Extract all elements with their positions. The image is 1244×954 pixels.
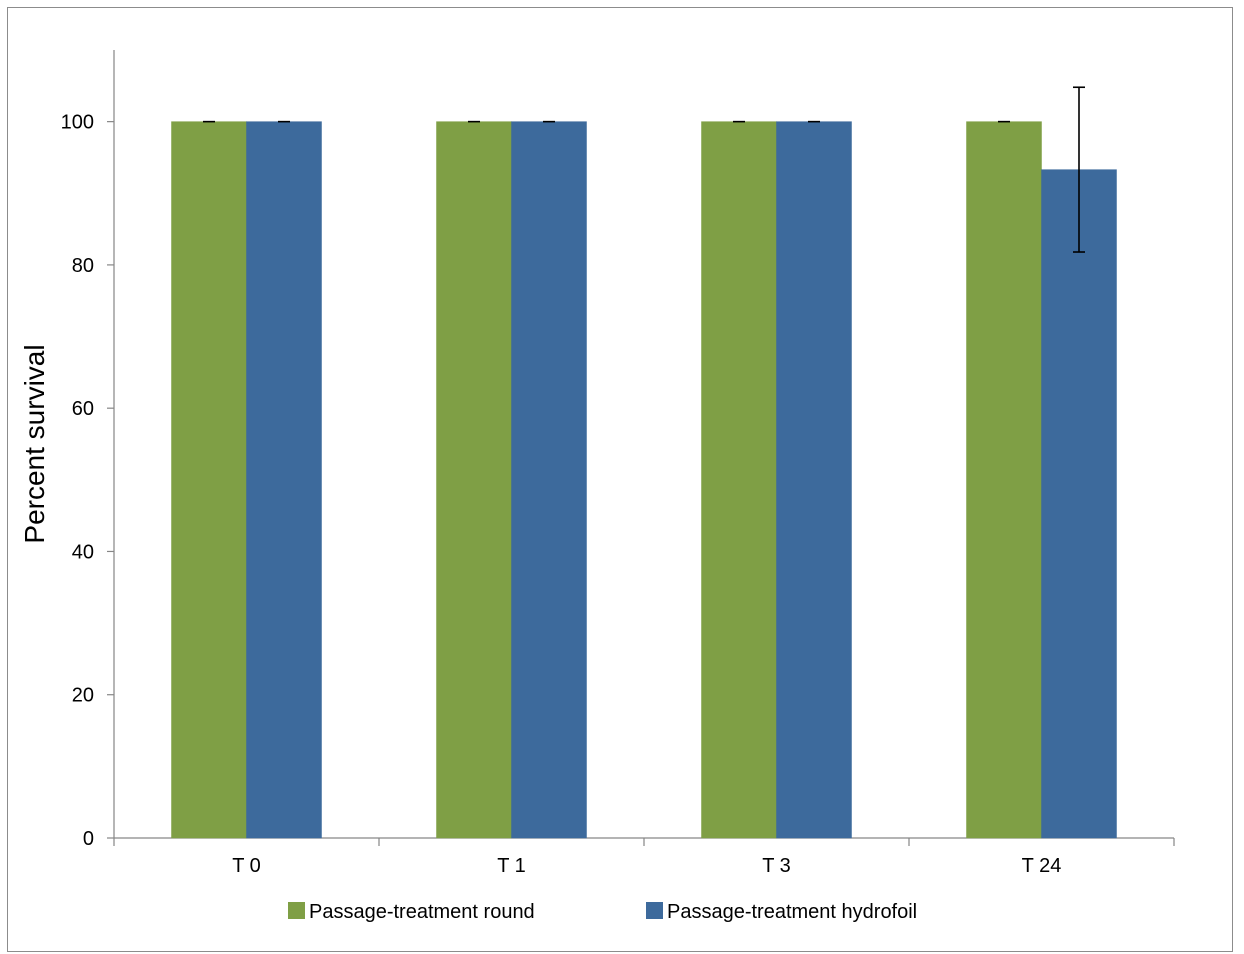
legend: Passage-treatment round Passage-treatment… [288, 901, 917, 923]
error-bars [203, 86, 1085, 253]
legend-label-hydrofoil: Passage-treatment hydrofoil [667, 901, 917, 923]
legend-swatch-round [288, 902, 305, 919]
legend-label-round: Passage-treatment round [309, 901, 535, 923]
x-axis: T 0 T 1 T 3 T 24 [113, 837, 1175, 877]
bars [171, 121, 1117, 839]
y-tick-label: 40 [72, 541, 94, 563]
x-tick-label: T 24 [1022, 855, 1062, 877]
y-tick-label: 20 [72, 685, 94, 707]
y-axis-title: Percent survival [19, 344, 50, 543]
bar-hydrofoil-1 [511, 121, 587, 839]
y-axis: 0 20 40 60 80 100 [61, 50, 115, 850]
y-tick-label: 0 [83, 828, 94, 850]
bar-hydrofoil-0 [246, 121, 322, 839]
legend-swatch-hydrofoil [646, 902, 663, 919]
x-tick-label: T 3 [762, 855, 791, 877]
bar-round-0 [171, 121, 247, 839]
bar-round-3 [966, 121, 1042, 839]
bar-round-2 [701, 121, 777, 839]
bar-hydrofoil-2 [776, 121, 852, 839]
bar-round-1 [436, 121, 512, 839]
bar-hydrofoil-3 [1041, 169, 1117, 839]
y-tick-label: 100 [61, 112, 94, 134]
y-tick-label: 60 [72, 398, 94, 420]
x-tick-label: T 0 [232, 855, 261, 877]
y-tick-label: 80 [72, 255, 94, 277]
x-tick-label: T 1 [497, 855, 526, 877]
